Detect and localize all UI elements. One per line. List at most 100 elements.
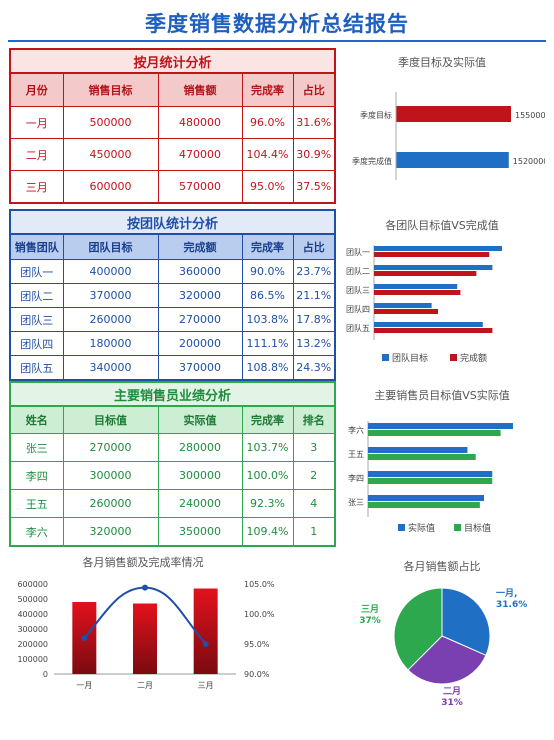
- line-point: [81, 635, 88, 641]
- cell: 108.8%: [241, 355, 294, 381]
- table-row: 王五 260000 240000 92.3% 4: [9, 489, 336, 518]
- pie-slice: [393, 587, 443, 671]
- col-header: 团队目标: [62, 233, 159, 260]
- data-label: 1550000: [515, 111, 545, 120]
- monthly-share-pie-chart: 各月销售额占比 一月, 31.6% 二月 31% 三月 37%: [340, 556, 545, 706]
- cell: 30.9%: [292, 138, 336, 171]
- col-header: 占比: [292, 233, 336, 260]
- bar: [374, 303, 432, 308]
- salesperson-caption: 主要销售员业绩分析: [10, 382, 336, 407]
- col-header: 完成率: [241, 233, 294, 260]
- axis-tick-label: 团队五: [346, 323, 370, 333]
- cell: 480000: [157, 106, 243, 139]
- salesperson-comparison-chart: 主要销售员目标值VS实际值 李六 王五 李四 张三 实际值 目标值: [340, 385, 545, 540]
- bar: [374, 290, 461, 295]
- table-row: 张三 270000 280000 103.7% 3: [9, 433, 336, 462]
- cell: 100.0%: [241, 461, 294, 490]
- y-tick-label: 200000: [17, 640, 48, 649]
- cell: 240000: [157, 489, 243, 518]
- cell: 320000: [62, 517, 159, 547]
- cell: 24.3%: [292, 355, 336, 381]
- cell: 260000: [62, 307, 159, 332]
- cell: 4: [292, 489, 336, 518]
- cell: 103.7%: [241, 433, 294, 462]
- bar: [374, 252, 490, 257]
- axis-tick-label: 李六: [348, 425, 364, 435]
- cell: 450000: [62, 138, 159, 171]
- bar: [368, 495, 484, 501]
- bar: [368, 471, 493, 477]
- cell: 2: [292, 461, 336, 490]
- col-header: 销售团队: [9, 233, 64, 260]
- axis-tick-label: 李四: [348, 473, 364, 483]
- cell: 300000: [62, 461, 159, 490]
- cell: 111.1%: [241, 331, 294, 356]
- bar: [368, 423, 513, 429]
- chart-title: 主要销售员目标值VS实际值: [374, 388, 510, 402]
- col-header: 月份: [9, 72, 64, 107]
- bar: [396, 152, 509, 168]
- y2-tick-label: 95.0%: [244, 640, 270, 649]
- chart-title: 各月销售额及完成率情况: [83, 555, 204, 569]
- data-label: 一月,: [496, 588, 517, 599]
- monthly-sales-combo-chart: 各月销售额及完成率情况 600000 500000 400000 300000 20000…: [8, 552, 278, 702]
- team-table: 按团队统计分析 销售团队 团队目标 完成额 完成率 占比 团队一 400000 …: [9, 209, 337, 381]
- col-header: 目标值: [62, 405, 159, 434]
- axis-tick-label: 团队一: [346, 247, 370, 257]
- bar: [374, 246, 502, 251]
- legend-swatch: [398, 524, 405, 531]
- cell: 团队四: [9, 331, 64, 356]
- cell: 270000: [62, 433, 159, 462]
- col-header: 销售额: [157, 72, 243, 107]
- data-label: 37%: [359, 616, 381, 626]
- legend-swatch: [382, 354, 389, 361]
- cell: 109.4%: [241, 517, 294, 547]
- bar: [368, 430, 501, 436]
- y-tick-label: 600000: [17, 580, 48, 589]
- cell: 92.3%: [241, 489, 294, 518]
- cell: 400000: [62, 259, 159, 284]
- y2-tick-label: 100.0%: [244, 610, 275, 619]
- cell: 三月: [9, 170, 64, 204]
- table-row: 团队五 340000 370000 108.8% 24.3%: [9, 355, 336, 381]
- cell: 团队三: [9, 307, 64, 332]
- col-header: 完成额: [157, 233, 243, 260]
- cell: 96.0%: [241, 106, 294, 139]
- cell: 200000: [157, 331, 243, 356]
- cell: 270000: [157, 307, 243, 332]
- data-label: 1520000: [513, 157, 545, 166]
- team-caption: 按团队统计分析: [10, 210, 336, 235]
- col-header: 销售目标: [62, 72, 159, 107]
- team-comparison-chart: 各团队目标值VS完成值 团队一 团队二 团队三 团队四 团队五 团队目标 完成额: [340, 213, 545, 373]
- x-tick-label: 三月: [198, 681, 214, 690]
- legend-label: 团队目标: [392, 352, 428, 364]
- chart-title: 各团队目标值VS完成值: [385, 218, 499, 232]
- axis-tick-label: 王五: [348, 450, 364, 459]
- x-tick-label: 二月: [137, 681, 153, 690]
- cell: 二月: [9, 138, 64, 171]
- table-row: 团队二 370000 320000 86.5% 21.1%: [9, 283, 336, 308]
- col-header: 排名: [292, 405, 336, 434]
- cell: 31.6%: [292, 106, 336, 139]
- title-divider: [8, 40, 546, 42]
- table-row: 三月 600000 570000 95.0% 37.5%: [9, 170, 336, 204]
- y-tick-label: 100000: [17, 655, 48, 664]
- cell: 570000: [157, 170, 243, 204]
- table-row: 团队一 400000 360000 90.0% 23.7%: [9, 259, 336, 284]
- line-point: [202, 641, 209, 647]
- cell: 370000: [157, 355, 243, 381]
- chart-title: 各月销售额占比: [404, 559, 481, 573]
- axis-tick-label: 团队二: [346, 266, 370, 276]
- col-header: 完成率: [241, 72, 294, 107]
- axis-tick-label: 季度目标: [360, 110, 392, 120]
- cell: 37.5%: [292, 170, 336, 204]
- pie-slice: [441, 587, 491, 656]
- table-row: 二月 450000 470000 104.4% 30.9%: [9, 138, 336, 171]
- cell: 350000: [157, 517, 243, 547]
- table-row: 团队三 260000 270000 103.8% 17.8%: [9, 307, 336, 332]
- col-header: 实际值: [157, 405, 243, 434]
- table-row: 一月 500000 480000 96.0% 31.6%: [9, 106, 336, 139]
- cell: 360000: [157, 259, 243, 284]
- col-header: 姓名: [9, 405, 64, 434]
